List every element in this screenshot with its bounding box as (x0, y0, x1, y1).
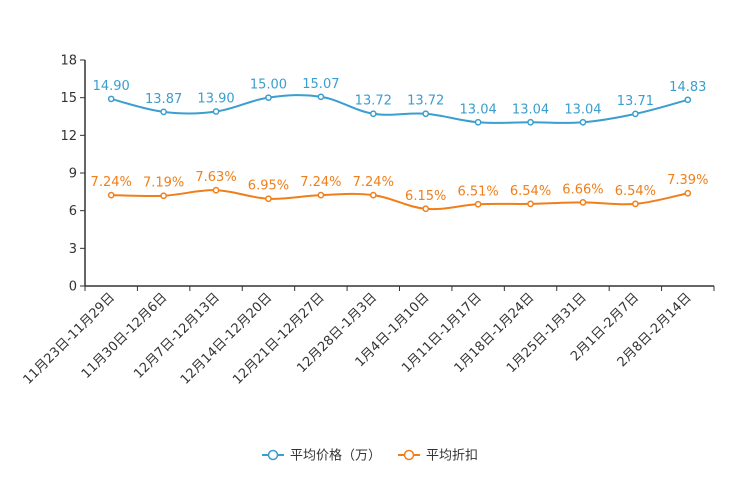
data-point[interactable] (317, 191, 325, 199)
data-label: 6.66% (562, 182, 603, 197)
data-point[interactable] (684, 189, 692, 197)
data-label: 13.04 (564, 102, 601, 117)
series-line (110, 94, 689, 124)
x-tick-label: 12月14日-12月20日 (178, 290, 275, 387)
data-label: 13.04 (460, 102, 497, 117)
data-label: 13.04 (512, 102, 549, 117)
legend-marker-icon (403, 449, 415, 461)
legend-item-0[interactable]: 平均价格（万） (262, 448, 381, 464)
data-label: 7.24% (91, 175, 132, 190)
data-point[interactable] (527, 118, 534, 126)
data-label: 7.19% (143, 176, 184, 191)
y-tick-label: 3 (69, 242, 77, 257)
y-tick-label: 18 (60, 54, 77, 69)
y-tick-label: 6 (69, 204, 77, 219)
data-label: 13.71 (617, 94, 654, 109)
y-tick-label: 12 (60, 129, 77, 144)
data-label: 7.39% (667, 173, 708, 188)
data-point[interactable] (107, 95, 115, 103)
data-label: 14.83 (669, 80, 706, 95)
y-tick-label: 15 (60, 91, 77, 106)
data-point[interactable] (265, 195, 272, 203)
data-point[interactable] (474, 118, 482, 126)
data-label: 6.15% (405, 189, 446, 204)
series-0 (107, 93, 692, 126)
data-point[interactable] (212, 186, 220, 194)
data-label: 6.54% (615, 184, 656, 199)
data-label: 7.24% (353, 175, 394, 190)
y-tick-label: 0 (69, 280, 77, 295)
data-point[interactable] (632, 200, 639, 208)
data-label: 6.51% (457, 184, 498, 199)
series-line (111, 189, 688, 211)
series-1 (107, 186, 692, 213)
data-label: 15.07 (302, 77, 339, 92)
data-label: 7.63% (195, 170, 236, 185)
x-tick-label: 12月21日-12月27日 (230, 290, 327, 387)
data-point[interactable] (107, 191, 115, 199)
data-point[interactable] (527, 200, 534, 208)
data-point[interactable] (160, 108, 167, 116)
legend-marker-icon (267, 449, 279, 461)
data-point[interactable] (369, 191, 377, 199)
series-group (107, 93, 692, 213)
data-point[interactable] (160, 192, 167, 200)
data-label: 13.90 (197, 91, 234, 106)
legend-item-1[interactable]: 平均折扣 (398, 449, 478, 464)
data-label: 13.87 (145, 92, 182, 107)
data-label: 14.90 (93, 79, 130, 94)
x-tick-label: 11月23日-11月29日 (21, 290, 118, 387)
data-label: 13.72 (407, 94, 444, 109)
y-tick-label: 9 (69, 167, 77, 182)
data-label: 7.24% (300, 175, 341, 190)
legend-label: 平均折扣 (426, 449, 478, 464)
data-point[interactable] (579, 199, 587, 206)
data-point[interactable] (684, 96, 692, 104)
data-point[interactable] (212, 108, 220, 115)
data-point[interactable] (369, 110, 377, 118)
data-label: 6.54% (510, 184, 551, 199)
data-point[interactable] (317, 93, 325, 101)
data-labels: 14.90 13.87 13.90 15.00 15.07 13.72 13.72 13.04… (91, 77, 709, 204)
data-point[interactable] (422, 110, 430, 118)
legend-label: 平均价格（万） (290, 448, 381, 464)
legend[interactable]: 平均价格（万） 平均折扣 (262, 448, 478, 464)
data-label: 6.95% (248, 179, 289, 194)
data-label: 13.72 (355, 94, 392, 109)
data-point[interactable] (579, 118, 587, 126)
data-label: 15.00 (250, 78, 287, 93)
data-point[interactable] (632, 110, 639, 118)
data-point[interactable] (422, 205, 430, 213)
data-point[interactable] (265, 94, 272, 102)
data-point[interactable] (474, 200, 482, 208)
